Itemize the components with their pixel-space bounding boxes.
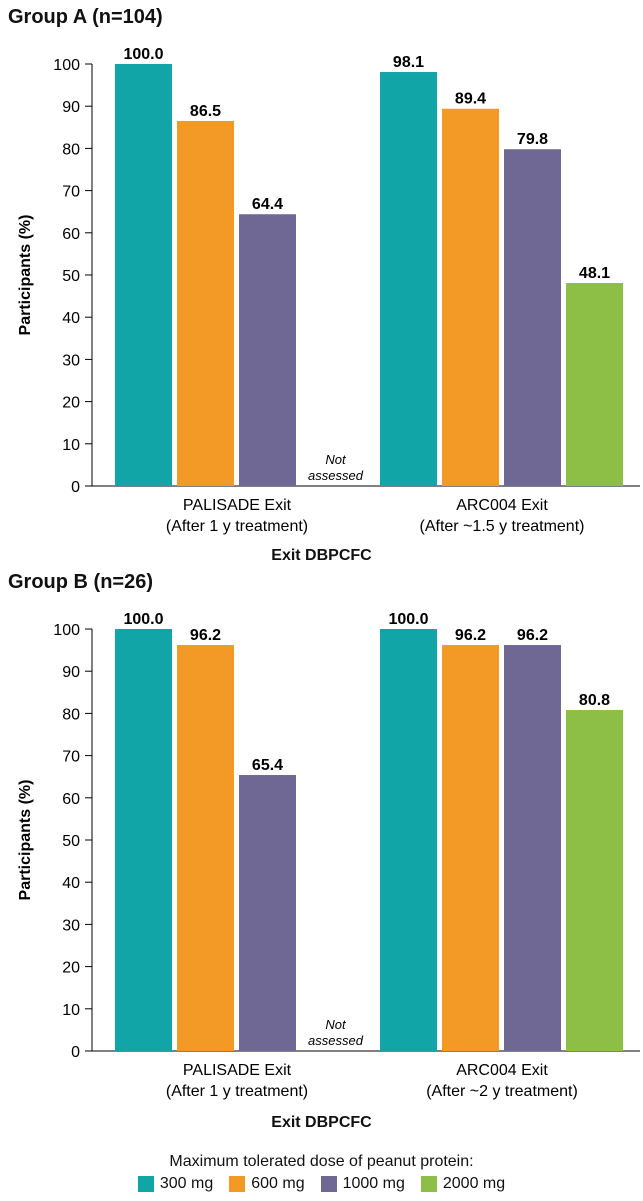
y-tick-label: 50 [62,268,80,285]
y-tick-label: 70 [62,184,80,201]
legend-swatch-2000mg [420,1176,437,1192]
bar-600mg-palisade [177,120,234,486]
not-assessed-label: Not [325,452,347,467]
category-sublabel: (After 1 y treatment) [166,518,308,535]
legend-item-300mg: 300 mg [137,1175,214,1193]
category-sublabel: (After ~2 y treatment) [426,1083,578,1100]
bar-value-label: 98.1 [393,54,424,71]
bar-value-label: 96.2 [517,627,548,644]
group-a-x-axis-title: Exit DBPCFC [271,547,372,564]
not-assessed-label: assessed [308,1033,364,1048]
legend-item-2000mg: 2000 mg [420,1175,506,1193]
y-tick-label: 90 [62,99,80,116]
bar-value-label: 48.1 [579,265,610,282]
y-tick-label: 60 [62,791,80,808]
bar-2000mg-arc004 [566,283,623,486]
legend-items: 300 mg 600 mg 1000 mg 2000 mg [0,1175,643,1193]
legend-label-600mg: 600 mg [251,1175,305,1192]
bar-value-label: 89.4 [455,91,486,108]
y-axis-title: Participants (%) [17,215,34,336]
legend-swatch-600mg [229,1176,246,1192]
bar-value-label: 96.2 [455,627,486,644]
legend: Maximum tolerated dose of peanut protein… [0,1152,643,1193]
y-tick-label: 30 [62,917,80,934]
bar-600mg-palisade [177,645,234,1051]
bar-600mg-arc004 [442,645,499,1051]
y-tick-label: 80 [62,706,80,723]
bar-value-label: 79.8 [517,131,548,148]
y-tick-label: 20 [62,395,80,412]
not-assessed-label: assessed [308,468,364,483]
legend-item-1000mg: 1000 mg [320,1175,405,1193]
y-tick-label: 90 [62,664,80,681]
bar-value-label: 100.0 [123,611,163,628]
legend-title: Maximum tolerated dose of peanut protein… [169,1153,474,1170]
legend-label-2000mg: 2000 mg [442,1175,506,1192]
y-tick-label: 60 [62,226,80,243]
category-sublabel: (After ~1.5 y treatment) [420,518,585,535]
legend-swatch-1000mg [320,1176,337,1192]
bar-value-label: 96.2 [190,627,221,644]
category-label: ARC004 Exit [456,497,548,514]
bar-2000mg-arc004 [566,710,623,1051]
category-label: ARC004 Exit [456,1062,548,1079]
category-label: PALISADE Exit [183,497,292,514]
bar-value-label: 100.0 [388,611,428,628]
y-tick-label: 50 [62,833,80,850]
bar-1000mg-arc004 [504,149,561,486]
bar-300mg-palisade [115,64,172,486]
y-axis-title: Participants (%) [17,780,34,901]
bar-value-label: 86.5 [190,103,221,120]
y-tick-label: 10 [62,437,80,454]
bar-300mg-palisade [115,629,172,1051]
bar-300mg-arc004 [380,629,437,1051]
group-b-title: Group B (n=26) [8,571,154,593]
legend-item-600mg: 600 mg [229,1175,305,1193]
y-tick-label: 40 [62,310,80,327]
category-label: PALISADE Exit [183,1062,292,1079]
not-assessed-label: Not [325,1017,347,1032]
y-tick-label: 100 [53,622,80,639]
y-tick-label: 100 [53,57,80,74]
y-tick-label: 0 [71,479,80,496]
y-tick-label: 80 [62,141,80,158]
group-a-title: Group A (n=104) [8,6,163,28]
bar-600mg-arc004 [442,108,499,487]
bar-value-label: 64.4 [252,196,283,213]
legend-label-300mg: 300 mg [159,1175,214,1192]
y-tick-label: 30 [62,352,80,369]
group-b-x-axis-title: Exit DBPCFC [271,1114,372,1131]
category-sublabel: (After 1 y treatment) [166,1083,308,1100]
bar-value-label: 80.8 [579,692,610,709]
y-tick-label: 70 [62,749,80,766]
group-a-chart: 0 10 20 30 40 50 60 70 80 90 100 Participants (%) 10… [17,46,640,535]
y-tick-label: 10 [62,1002,80,1019]
bar-300mg-arc004 [380,72,437,486]
legend-label-1000mg: 1000 mg [342,1175,405,1192]
bar-value-label: 100.0 [123,46,163,63]
y-tick-label: 0 [71,1044,80,1061]
group-b-chart: 0 10 20 30 40 50 60 70 80 90 100 Participants (%) 10… [17,611,640,1100]
bar-1000mg-arc004 [504,645,561,1051]
bar-1000mg-palisade [239,775,296,1051]
y-tick-label: 20 [62,960,80,977]
bar-1000mg-palisade [239,214,296,486]
legend-swatch-300mg [137,1176,154,1192]
y-tick-label: 40 [62,875,80,892]
bar-value-label: 65.4 [252,757,283,774]
